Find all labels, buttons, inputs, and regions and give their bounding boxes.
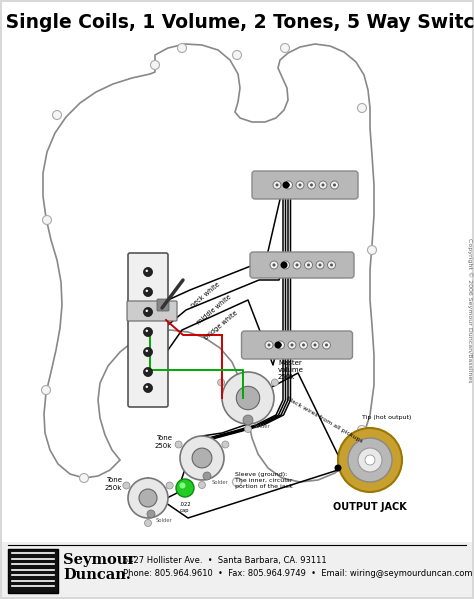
Circle shape	[310, 183, 313, 186]
Circle shape	[233, 477, 241, 486]
Text: Seymour: Seymour	[63, 553, 135, 567]
Text: middle white: middle white	[196, 294, 233, 326]
Circle shape	[365, 455, 375, 465]
Circle shape	[180, 436, 224, 480]
Circle shape	[146, 329, 148, 332]
Circle shape	[222, 441, 229, 448]
Circle shape	[273, 264, 275, 267]
Circle shape	[319, 264, 321, 267]
Text: Tip (hot output): Tip (hot output)	[362, 416, 411, 420]
Circle shape	[284, 264, 287, 267]
Text: Master
volume
250k: Master volume 250k	[278, 360, 304, 380]
Circle shape	[287, 183, 290, 186]
FancyBboxPatch shape	[8, 549, 58, 593]
Circle shape	[299, 183, 301, 186]
Text: OUTPUT JACK: OUTPUT JACK	[333, 502, 407, 512]
Circle shape	[144, 328, 153, 337]
Circle shape	[319, 181, 327, 189]
Circle shape	[80, 473, 89, 483]
Circle shape	[322, 341, 330, 349]
Circle shape	[233, 50, 241, 59]
Circle shape	[192, 448, 212, 468]
Circle shape	[284, 181, 292, 189]
Circle shape	[357, 425, 366, 434]
Circle shape	[273, 181, 281, 189]
Circle shape	[302, 343, 305, 346]
Circle shape	[265, 341, 273, 349]
Circle shape	[146, 350, 148, 352]
Text: Solder: Solder	[156, 518, 173, 522]
Circle shape	[151, 60, 159, 69]
Circle shape	[218, 379, 225, 386]
Text: Copyright © 2006 Seymour Duncan/Basslines: Copyright © 2006 Seymour Duncan/Bassline…	[467, 238, 473, 382]
Circle shape	[276, 341, 284, 349]
Circle shape	[281, 44, 290, 53]
Circle shape	[316, 261, 324, 269]
Circle shape	[311, 341, 319, 349]
Text: .022
cap: .022 cap	[179, 502, 191, 513]
Circle shape	[144, 347, 153, 356]
Circle shape	[176, 479, 194, 497]
Circle shape	[307, 264, 310, 267]
Circle shape	[267, 343, 271, 346]
FancyBboxPatch shape	[241, 331, 353, 359]
Circle shape	[325, 343, 328, 346]
Circle shape	[145, 519, 152, 527]
Text: neck white: neck white	[190, 281, 221, 309]
Text: Tone
250k: Tone 250k	[105, 477, 122, 491]
Circle shape	[321, 183, 325, 186]
Circle shape	[144, 288, 153, 297]
FancyBboxPatch shape	[2, 2, 472, 42]
Circle shape	[275, 183, 279, 186]
Circle shape	[328, 261, 336, 269]
Circle shape	[313, 343, 317, 346]
Circle shape	[139, 489, 157, 507]
FancyBboxPatch shape	[250, 252, 354, 278]
Circle shape	[175, 441, 182, 448]
Circle shape	[293, 261, 301, 269]
Circle shape	[333, 183, 336, 186]
Circle shape	[271, 379, 278, 386]
Circle shape	[144, 307, 153, 316]
Circle shape	[146, 270, 148, 272]
Circle shape	[177, 44, 186, 53]
Circle shape	[147, 510, 155, 518]
Circle shape	[274, 341, 282, 349]
Circle shape	[144, 368, 153, 377]
Circle shape	[128, 478, 168, 518]
FancyBboxPatch shape	[157, 299, 169, 311]
Circle shape	[283, 181, 290, 189]
Circle shape	[243, 415, 253, 425]
Circle shape	[144, 268, 153, 277]
Circle shape	[335, 464, 341, 471]
Circle shape	[270, 261, 278, 269]
Circle shape	[357, 104, 366, 113]
Circle shape	[358, 448, 382, 472]
Circle shape	[288, 341, 296, 349]
Text: bridge white: bridge white	[203, 309, 238, 341]
Text: Solder: Solder	[254, 423, 271, 428]
Text: 3 Single Coils, 1 Volume, 2 Tones, 5 Way Switch: 3 Single Coils, 1 Volume, 2 Tones, 5 Way…	[0, 13, 474, 32]
Circle shape	[123, 482, 130, 489]
Circle shape	[180, 483, 185, 489]
Circle shape	[166, 482, 173, 489]
Circle shape	[330, 181, 338, 189]
Text: Tone
250k: Tone 250k	[155, 435, 172, 449]
Circle shape	[282, 261, 290, 269]
Circle shape	[367, 246, 376, 255]
Circle shape	[300, 341, 308, 349]
Circle shape	[146, 386, 148, 388]
Circle shape	[338, 428, 402, 492]
Circle shape	[222, 372, 274, 424]
Circle shape	[144, 383, 153, 392]
Text: Black wires from all pickups: Black wires from all pickups	[285, 396, 364, 444]
Circle shape	[146, 370, 148, 372]
Circle shape	[295, 264, 299, 267]
Circle shape	[146, 310, 148, 312]
Circle shape	[296, 181, 304, 189]
FancyBboxPatch shape	[127, 301, 177, 321]
Text: Sleeve (ground):
The inner, circular
portion of the jack: Sleeve (ground): The inner, circular por…	[235, 472, 293, 489]
Text: 5427 Hollister Ave.  •  Santa Barbara, CA. 93111: 5427 Hollister Ave. • Santa Barbara, CA.…	[123, 555, 327, 564]
FancyBboxPatch shape	[2, 42, 472, 542]
